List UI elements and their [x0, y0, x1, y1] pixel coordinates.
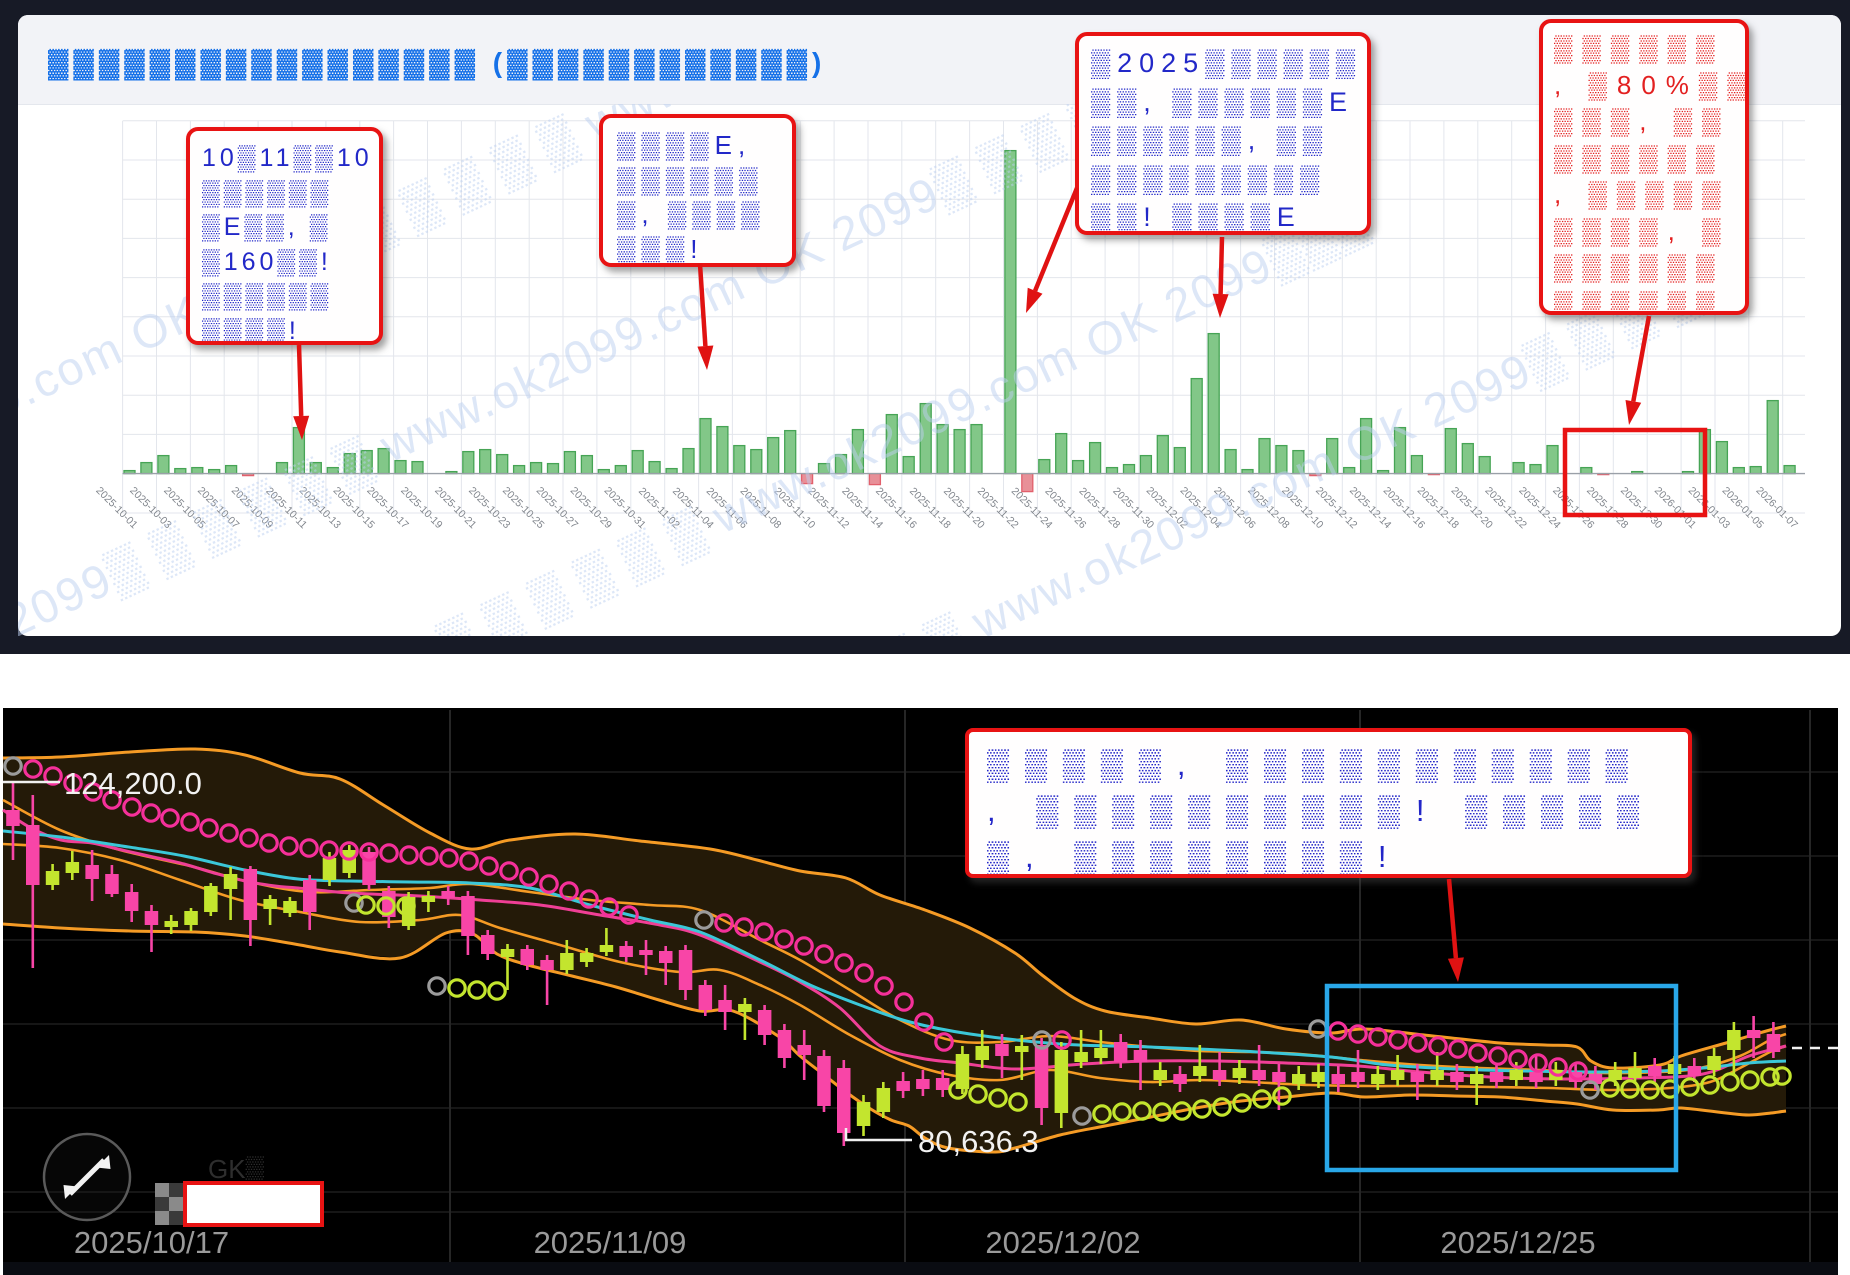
svg-text:2025/10/17: 2025/10/17: [74, 1225, 229, 1260]
svg-text:2025/11/09: 2025/11/09: [534, 1225, 687, 1260]
svg-text:GK▒: GK▒: [208, 1154, 265, 1185]
svg-text:2025/12/25: 2025/12/25: [1440, 1225, 1595, 1260]
svg-text:124,200.0: 124,200.0: [64, 766, 202, 801]
svg-text:2025/12/02: 2025/12/02: [985, 1225, 1140, 1260]
svg-text:80,636.3: 80,636.3: [918, 1124, 1039, 1159]
